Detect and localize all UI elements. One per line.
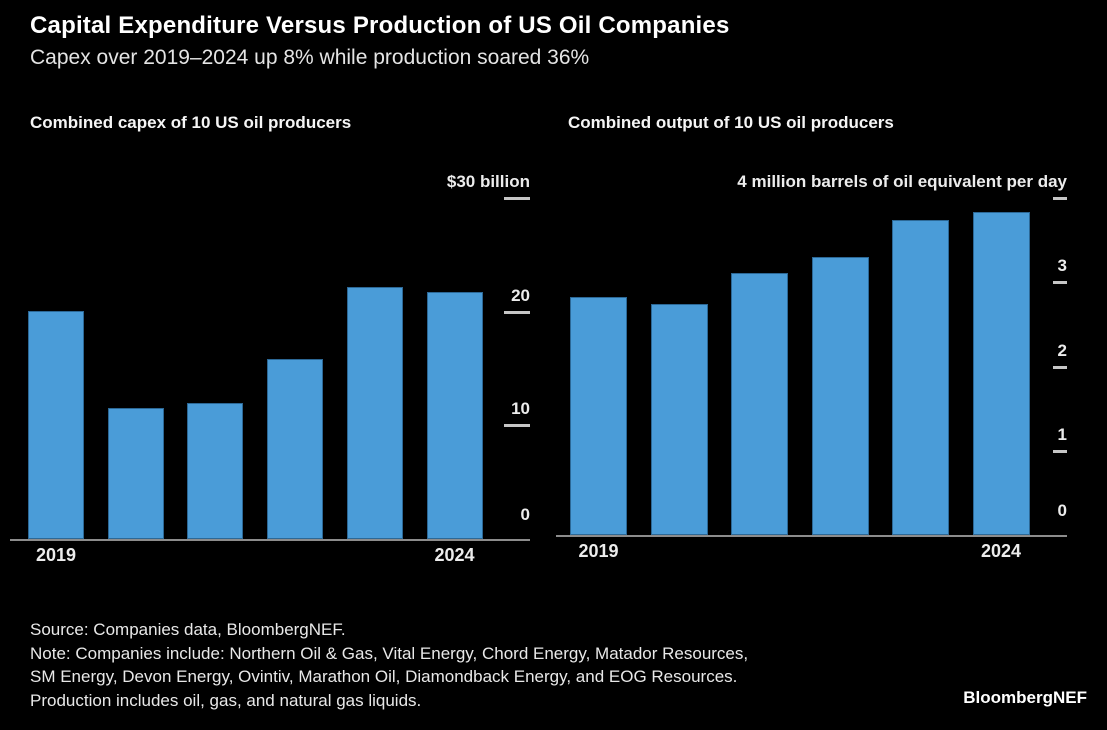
note-line-3: Production includes oil, gas, and natura… (30, 690, 422, 710)
x-axis-line (10, 539, 530, 541)
ytick-label-0: 0 (1057, 501, 1067, 520)
chart-title: Capital Expenditure Versus Production of… (30, 12, 730, 39)
output-bar-chart: 0 1 2 3 4 million barrels of oil equivalent … (556, 172, 1067, 561)
ytick-label-0: 0 (520, 505, 530, 524)
bar-2023 (346, 287, 403, 539)
ytick-label-20: 20 (511, 285, 530, 305)
ytick-dash-2 (1053, 365, 1067, 369)
ytick-dash-10 (504, 424, 530, 428)
note-line-1: Note: Companies include: Northern Oil & … (30, 643, 749, 663)
capex-bar-chart: 0 10 20 $30 billion 2019 2024 (10, 172, 530, 565)
bar-2024 (426, 292, 483, 539)
chart-subtitle: Capex over 2019–2024 up 8% while product… (30, 46, 590, 69)
ytick-label-10: 10 (511, 399, 530, 419)
bar-2021 (187, 403, 244, 539)
x-axis-line (556, 535, 1067, 537)
output-panel-title: Combined output of 10 US oil producers (568, 113, 894, 132)
y-axis-unit-label: $30 billion (446, 172, 530, 191)
bar-2020 (650, 304, 708, 535)
note-line-2: SM Energy, Devon Energy, Ovintiv, Marath… (30, 667, 738, 686)
bar-2022 (811, 257, 869, 535)
bar-2019 (570, 297, 627, 535)
xtick-label-2019: 2019 (35, 545, 77, 565)
bar-2023 (892, 220, 949, 535)
ytick-label-3: 3 (1057, 256, 1067, 276)
ytick-label-1: 1 (1057, 424, 1067, 444)
ytick-dash-3 (1053, 281, 1067, 285)
capex-panel-title: Combined capex of 10 US oil producers (30, 113, 352, 132)
bar-2024 (972, 212, 1030, 535)
xtick-label-2024: 2024 (434, 545, 475, 565)
bar-2022 (267, 359, 324, 539)
ytick-dash-30 (504, 197, 530, 200)
xtick-label-2024: 2024 (980, 541, 1022, 561)
y-axis-unit-label: 4 million barrels of oil equivalent per … (737, 172, 1067, 191)
ytick-dash-1 (1053, 449, 1067, 453)
ytick-dash-4 (1053, 197, 1067, 200)
bar-2020 (107, 408, 164, 539)
ytick-label-2: 2 (1057, 340, 1067, 360)
ytick-dash-20 (504, 310, 530, 314)
source-line: Source: Companies data, BloombergNEF. (30, 620, 346, 639)
brand-logo: BloombergNEF (963, 688, 1087, 707)
bar-2021 (731, 273, 788, 535)
source-note: Source: Companies data, BloombergNEF. No… (30, 618, 748, 712)
xtick-label-2019: 2019 (578, 541, 619, 561)
bar-2019 (28, 311, 84, 539)
